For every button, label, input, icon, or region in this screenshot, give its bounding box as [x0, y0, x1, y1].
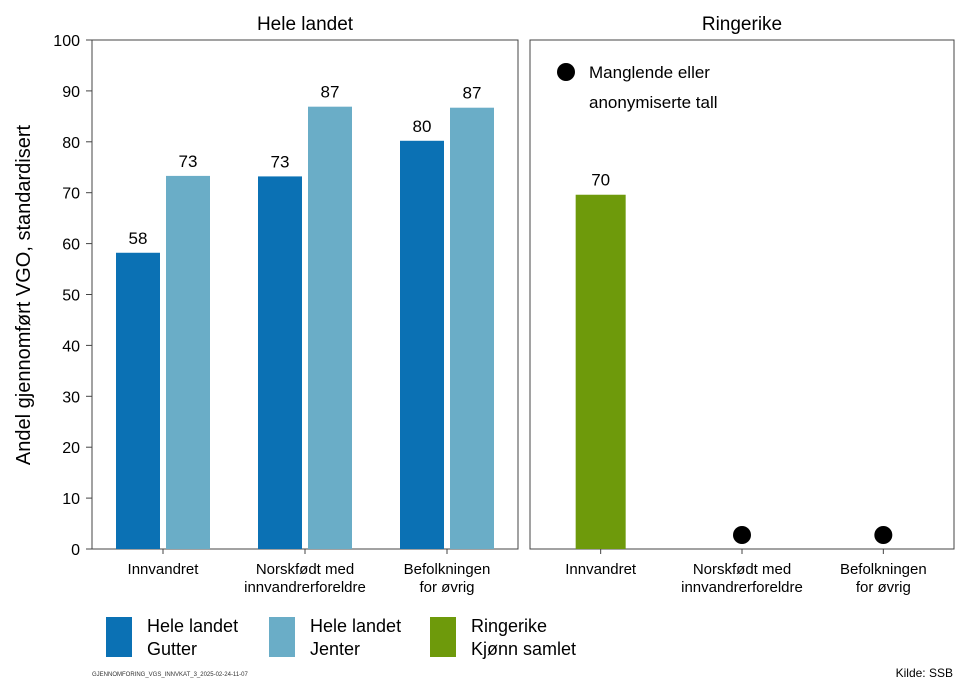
data-label: 87	[321, 83, 340, 102]
bar	[575, 194, 626, 549]
x-tick-label: for øvrig	[856, 579, 911, 596]
missing-legend-label-line1: Manglende eller	[589, 63, 710, 82]
x-tick-label: Innvandret	[565, 561, 637, 578]
y-tick-label: 0	[71, 542, 80, 559]
data-label: 73	[271, 152, 290, 171]
y-axis: 0 10 20 30 40 50 60 70 80 90 100	[53, 33, 92, 559]
panel-ringerike: Innvandret 70 Norskfødt medinnvandrerforel…	[565, 171, 926, 596]
y-tick-label: 30	[62, 389, 80, 406]
bar	[166, 175, 210, 549]
x-tick-label: Norskfødt med	[256, 561, 354, 578]
bar	[116, 252, 160, 549]
legend-label-ringerike-line1: Ringerike	[471, 616, 547, 636]
y-tick-label: 100	[53, 33, 80, 50]
data-label: 73	[179, 152, 198, 171]
y-tick-label: 10	[62, 491, 80, 508]
missing-legend-marker	[557, 63, 575, 81]
y-tick-label: 80	[62, 135, 80, 152]
x-tick-label: Innvandret	[128, 561, 200, 578]
x-tick-label: innvandrerforeldre	[244, 579, 366, 596]
data-label: 80	[413, 117, 432, 136]
panel-hele-landet: Innvandret 58 73 Norskfødt medinnvandrerfor…	[116, 83, 494, 596]
bar	[450, 107, 494, 550]
bar	[308, 106, 352, 549]
x-tick-label: innvandrerforeldre	[681, 579, 803, 596]
x-tick-label: Befolkningen	[840, 561, 927, 578]
legend-label-jenter-line2: Jenter	[310, 639, 360, 659]
data-label: 58	[129, 229, 148, 248]
y-tick-label: 60	[62, 237, 80, 254]
x-tick-label: Befolkningen	[404, 561, 491, 578]
y-tick-label: 90	[62, 84, 80, 101]
panel-title-hele-landet: Hele landet	[257, 14, 354, 35]
panel-title-ringerike: Ringerike	[702, 14, 782, 35]
legend-label-jenter-line1: Hele landet	[310, 616, 401, 636]
source-label: Kilde: SSB	[896, 666, 953, 680]
y-tick-label: 50	[62, 288, 80, 305]
x-tick-label: for øvrig	[419, 579, 474, 596]
legend-label-gutter-line1: Hele landet	[147, 616, 238, 636]
missing-legend-label-line2: anonymiserte tall	[589, 93, 718, 112]
legend: Hele landet Gutter Hele landet Jenter Ri…	[106, 616, 576, 659]
missing-data-marker	[733, 526, 751, 544]
data-label: 87	[463, 84, 482, 103]
y-axis-label: Andel gjennomført VGO, standardisert	[13, 124, 35, 465]
x-tick-label: Norskfødt med	[693, 561, 791, 578]
legend-swatch-gutter	[106, 617, 132, 657]
legend-swatch-jenter	[269, 617, 295, 657]
y-tick-label: 70	[62, 186, 80, 203]
legend-label-ringerike-line2: Kjønn samlet	[471, 639, 576, 659]
y-tick-label: 40	[62, 338, 80, 355]
y-tick-label: 20	[62, 440, 80, 457]
data-label: 70	[591, 171, 610, 190]
legend-swatch-ringerike	[430, 617, 456, 657]
missing-data-marker	[874, 526, 893, 544]
bar	[400, 140, 444, 550]
legend-label-gutter-line2: Gutter	[147, 639, 197, 659]
footer-id: GJENNOMFORING_VGS_INNVKAT_3_2025-02-24-1…	[92, 672, 248, 678]
bar	[258, 176, 302, 550]
